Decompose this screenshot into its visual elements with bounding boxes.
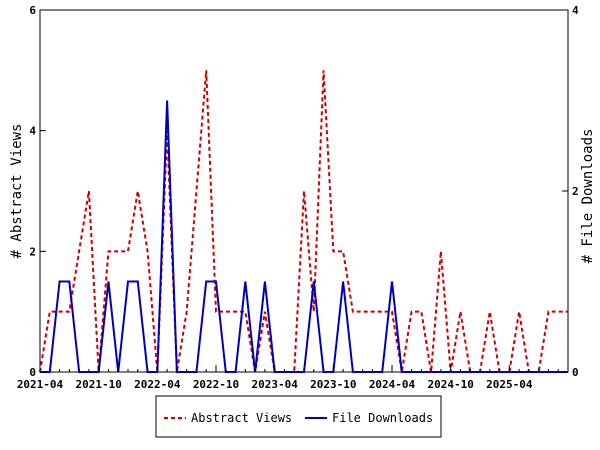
x-tick-label: 2023-04 <box>251 378 298 391</box>
x-tick-label: 2021-04 <box>17 378 64 391</box>
x-tick-label: 2021-10 <box>75 378 121 391</box>
legend-label-file-downloads: File Downloads <box>332 411 433 425</box>
y-left-tick-label: 6 <box>29 4 36 17</box>
legend-box <box>155 395 442 438</box>
legend: Abstract Views File Downloads <box>155 395 442 438</box>
x-tick-label: 2022-04 <box>134 378 181 391</box>
plot-area <box>39 9 569 373</box>
x-tick-label: 2023-10 <box>310 378 356 391</box>
x-tick-label: 2025-04 <box>486 378 533 391</box>
y-left-tick-label: 0 <box>29 366 36 379</box>
x-tick-label: 2024-10 <box>427 378 473 391</box>
ticks-layer: 2021-04 2021-10 2022-04 2022-10 2023-04 2023-… <box>17 4 579 391</box>
x-tick-label: 2022-10 <box>193 378 239 391</box>
x-tick-label: 2024-04 <box>369 378 416 391</box>
y-right-axis-title: # File Downloads <box>580 129 596 264</box>
y-right-tick-label: 0 <box>572 366 579 379</box>
y-left-tick-label: 2 <box>29 245 36 258</box>
y-right-tick-label: 2 <box>572 185 579 198</box>
y-left-tick-label: 4 <box>29 125 36 138</box>
y-right-tick-label: 4 <box>572 4 579 17</box>
y-left-axis-title: # Abstract Views <box>9 124 25 259</box>
legend-label-abstract-views: Abstract Views <box>191 411 292 425</box>
